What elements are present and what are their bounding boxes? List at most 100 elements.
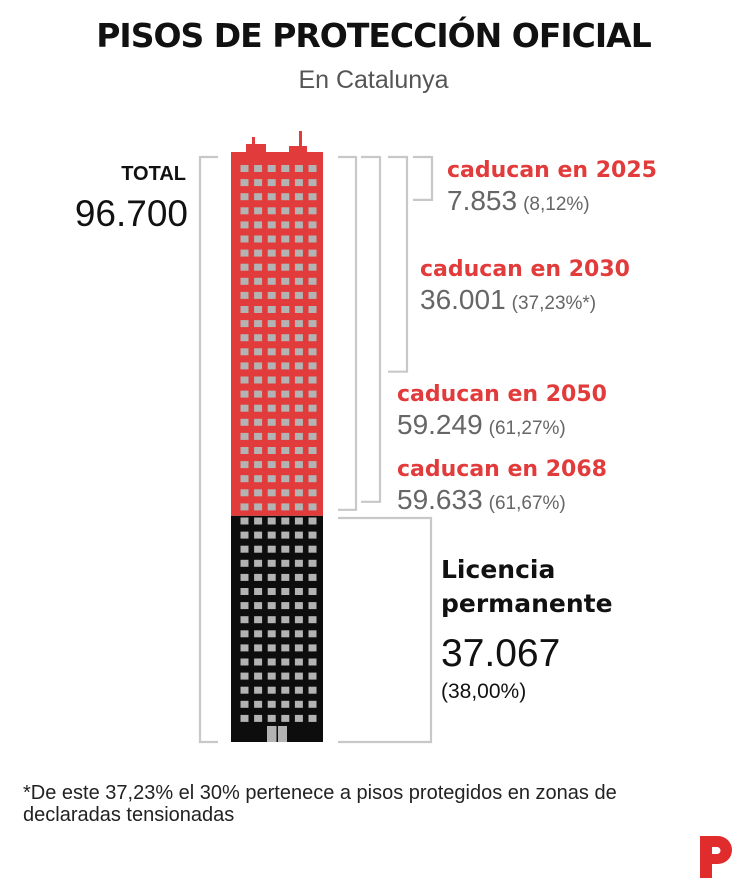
window [281, 376, 290, 384]
window [308, 263, 317, 271]
window [254, 461, 263, 469]
series-percent-2068: (61,67%) [488, 493, 566, 514]
window [267, 700, 276, 708]
window [281, 404, 290, 412]
window [254, 672, 263, 680]
window [281, 447, 290, 454]
window [294, 714, 303, 722]
window [281, 700, 290, 708]
window [267, 573, 276, 581]
window [294, 545, 303, 553]
window [281, 616, 290, 624]
window [294, 630, 303, 638]
window [254, 686, 263, 694]
window [254, 404, 263, 412]
building-body [231, 131, 323, 742]
window [240, 602, 249, 610]
window [281, 320, 290, 328]
window [308, 334, 317, 342]
window [267, 362, 276, 370]
window [294, 207, 303, 215]
series-value-2025: 7.853 [447, 185, 518, 216]
window [254, 376, 263, 384]
window [308, 559, 317, 567]
window [308, 700, 317, 708]
window [294, 616, 303, 624]
series-percent-2030: (37,23%*) [511, 293, 597, 314]
window [267, 432, 276, 440]
window [254, 644, 263, 652]
window [294, 334, 303, 342]
window [254, 235, 263, 243]
window [294, 348, 303, 356]
window [267, 165, 276, 172]
window [267, 348, 276, 356]
window [294, 461, 303, 469]
series-block-2068: caducan en 2068 59.633 (61,67%) [397, 457, 607, 516]
window [281, 573, 290, 581]
window [254, 179, 263, 187]
window [294, 672, 303, 680]
window [294, 588, 303, 595]
window [240, 362, 249, 370]
window [254, 700, 263, 708]
window [254, 249, 263, 257]
window [294, 602, 303, 610]
window [281, 221, 290, 229]
window [254, 616, 263, 624]
window [267, 447, 276, 454]
chart-title: PISOS DE PROTECCIÓN OFICIAL [96, 16, 651, 55]
window [308, 376, 317, 384]
window [240, 644, 249, 652]
window [294, 277, 303, 285]
window [294, 291, 303, 299]
window [254, 630, 263, 638]
total-label: TOTAL [121, 163, 186, 185]
window [281, 475, 290, 483]
window [240, 221, 249, 229]
permanent-label: Licencia permanente [441, 555, 613, 618]
window [308, 320, 317, 328]
series-block-2030: caducan en 2030 36.001 (37,23%*) [420, 257, 630, 316]
window [267, 320, 276, 328]
window [267, 644, 276, 652]
window [267, 221, 276, 229]
window [294, 362, 303, 370]
window [281, 630, 290, 638]
window [254, 658, 263, 666]
window [254, 193, 263, 201]
window [281, 545, 290, 553]
window [294, 263, 303, 271]
window [294, 503, 303, 511]
window [294, 644, 303, 652]
window [281, 559, 290, 567]
window [267, 277, 276, 285]
window [254, 714, 263, 722]
window [308, 249, 317, 257]
bracket-total [198, 155, 218, 744]
window [281, 348, 290, 356]
window [308, 475, 317, 483]
window [281, 390, 290, 398]
window [240, 235, 249, 243]
total-value: 96.700 [74, 193, 188, 234]
window [240, 306, 249, 313]
window [267, 334, 276, 342]
series-block-2025: caducan en 2025 7.853 (8,12%) [447, 158, 657, 217]
window [281, 207, 290, 215]
window [294, 531, 303, 539]
window [254, 602, 263, 610]
window [254, 418, 263, 426]
window [254, 207, 263, 215]
window [294, 573, 303, 581]
window [308, 658, 317, 666]
window [267, 235, 276, 243]
window [240, 714, 249, 722]
window [308, 362, 317, 370]
window [267, 602, 276, 610]
window [294, 249, 303, 257]
window [308, 503, 317, 511]
window [254, 277, 263, 285]
window [267, 672, 276, 680]
window [240, 658, 249, 666]
